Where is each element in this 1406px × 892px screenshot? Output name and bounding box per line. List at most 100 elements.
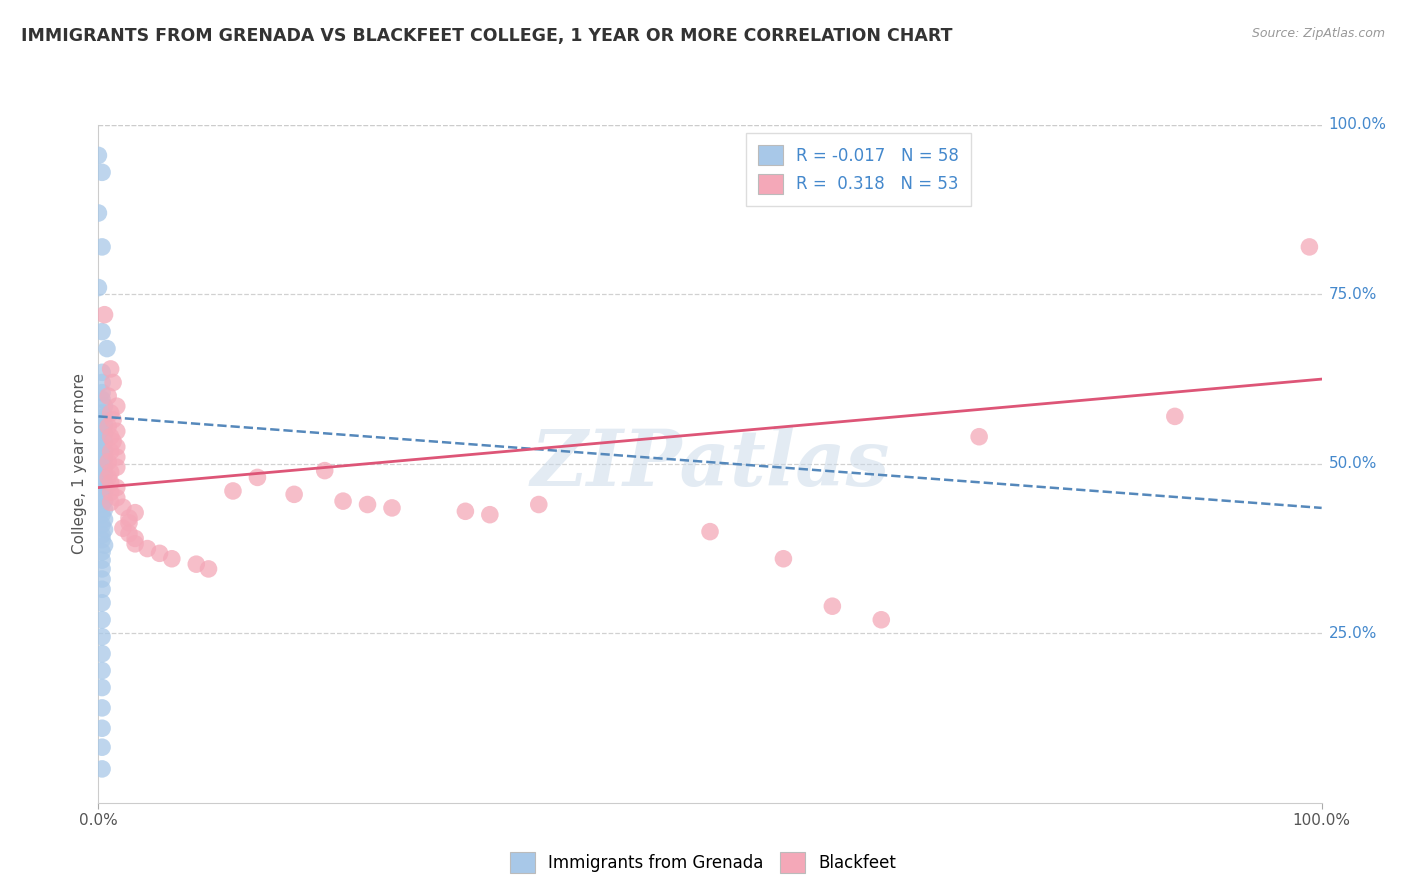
Point — [124, 537, 146, 551]
Point — [93, 502, 115, 516]
Point — [91, 553, 114, 567]
Point — [118, 511, 141, 525]
Point — [105, 460, 128, 475]
Point — [87, 280, 110, 294]
Point — [91, 664, 114, 678]
Point — [478, 508, 501, 522]
Point — [91, 385, 114, 400]
Point — [314, 464, 336, 478]
Point — [93, 434, 115, 449]
Point — [91, 613, 114, 627]
Point — [91, 740, 114, 755]
Point — [246, 470, 269, 484]
Text: Source: ZipAtlas.com: Source: ZipAtlas.com — [1251, 27, 1385, 40]
Point — [821, 599, 844, 614]
Point — [91, 455, 114, 469]
Point — [160, 551, 183, 566]
Point — [97, 470, 120, 484]
Point — [124, 532, 146, 546]
Point — [197, 562, 219, 576]
Point — [1298, 240, 1320, 254]
Point — [101, 413, 124, 427]
Point — [105, 425, 128, 439]
Point — [100, 485, 122, 500]
Point — [136, 541, 159, 556]
Point — [97, 389, 120, 403]
Point — [91, 528, 114, 542]
Point — [93, 538, 115, 552]
Point — [91, 447, 114, 461]
Point — [93, 417, 115, 432]
Point — [93, 443, 115, 458]
Point — [91, 582, 114, 597]
Text: ZIPatlas: ZIPatlas — [530, 425, 890, 502]
Point — [699, 524, 721, 539]
Point — [91, 572, 114, 586]
Point — [97, 455, 120, 469]
Legend: Immigrants from Grenada, Blackfeet: Immigrants from Grenada, Blackfeet — [503, 846, 903, 880]
Point — [111, 500, 134, 515]
Point — [91, 472, 114, 486]
Point — [772, 551, 794, 566]
Point — [91, 365, 114, 379]
Point — [93, 523, 115, 537]
Point — [356, 498, 378, 512]
Point — [91, 508, 114, 522]
Point — [91, 498, 114, 512]
Y-axis label: College, 1 year or more: College, 1 year or more — [72, 374, 87, 554]
Point — [91, 562, 114, 576]
Point — [87, 148, 110, 162]
Point — [91, 762, 114, 776]
Text: 100.0%: 100.0% — [1329, 118, 1386, 132]
Point — [93, 451, 115, 466]
Point — [91, 517, 114, 532]
Point — [100, 495, 122, 509]
Point — [93, 512, 115, 526]
Point — [91, 438, 114, 452]
Point — [100, 475, 122, 490]
Point — [118, 516, 141, 530]
Point — [105, 481, 128, 495]
Point — [101, 434, 124, 449]
Point — [870, 613, 893, 627]
Point — [124, 506, 146, 520]
Point — [91, 165, 114, 179]
Point — [91, 533, 114, 547]
Point — [91, 630, 114, 644]
Point — [118, 526, 141, 541]
Point — [93, 493, 115, 508]
Point — [91, 681, 114, 695]
Point — [91, 421, 114, 435]
Point — [91, 489, 114, 503]
Point — [100, 406, 122, 420]
Point — [91, 596, 114, 610]
Point — [91, 647, 114, 661]
Point — [91, 721, 114, 735]
Point — [91, 464, 114, 478]
Point — [454, 504, 477, 518]
Point — [527, 498, 550, 512]
Text: IMMIGRANTS FROM GRENADA VS BLACKFEET COLLEGE, 1 YEAR OR MORE CORRELATION CHART: IMMIGRANTS FROM GRENADA VS BLACKFEET COL… — [21, 27, 953, 45]
Point — [93, 399, 115, 413]
Point — [91, 701, 114, 715]
Point — [87, 206, 110, 220]
Point — [97, 419, 120, 434]
Point — [100, 465, 122, 479]
Point — [105, 440, 128, 454]
Point — [222, 483, 245, 498]
Point — [91, 413, 114, 427]
Point — [96, 342, 118, 356]
Point — [111, 521, 134, 535]
Point — [105, 491, 128, 505]
Point — [93, 459, 115, 474]
Point — [91, 406, 114, 420]
Point — [105, 450, 128, 464]
Text: 75.0%: 75.0% — [1329, 287, 1376, 301]
Point — [967, 430, 990, 444]
Point — [100, 362, 122, 376]
Point — [332, 494, 354, 508]
Point — [93, 475, 115, 490]
Point — [91, 240, 114, 254]
Point — [1164, 409, 1187, 424]
Point — [93, 467, 115, 482]
